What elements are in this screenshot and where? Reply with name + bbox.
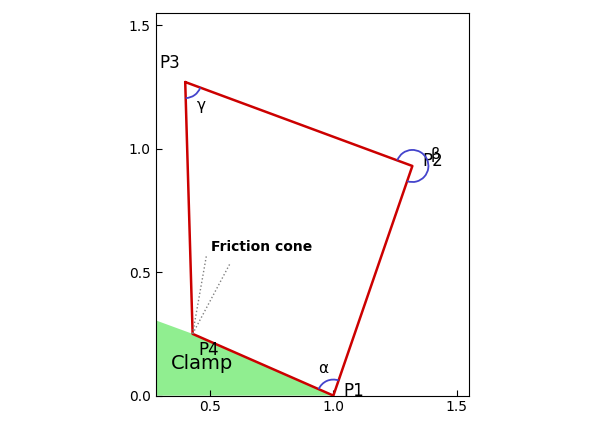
Text: β: β — [431, 147, 441, 163]
Text: Friction cone: Friction cone — [211, 240, 312, 255]
Text: P2: P2 — [422, 152, 443, 170]
Polygon shape — [155, 320, 333, 396]
Text: P4: P4 — [199, 341, 220, 359]
Text: Clamp: Clamp — [170, 354, 233, 373]
Text: γ: γ — [198, 98, 206, 113]
Text: P1: P1 — [343, 382, 364, 399]
Text: α: α — [318, 361, 328, 376]
Text: P3: P3 — [159, 54, 180, 72]
